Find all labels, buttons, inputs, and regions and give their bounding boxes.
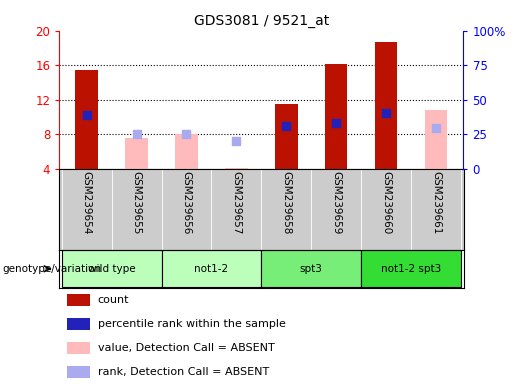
Text: spt3: spt3 [300,264,323,274]
Bar [175,134,198,169]
Point [82,111,91,118]
Point [232,138,241,144]
Text: percentile rank within the sample: percentile rank within the sample [98,319,285,329]
Bar [67,318,90,330]
Text: GSM239658: GSM239658 [281,171,291,235]
Text: GSM239654: GSM239654 [82,171,92,235]
Bar [67,366,90,378]
Point [432,125,440,131]
Bar [67,294,90,306]
Bar [275,104,298,169]
Title: GDS3081 / 9521_at: GDS3081 / 9521_at [194,14,329,28]
Text: GSM239659: GSM239659 [331,171,341,235]
Text: rank, Detection Call = ABSENT: rank, Detection Call = ABSENT [98,367,269,377]
Text: GSM239657: GSM239657 [231,171,242,235]
Point [132,131,141,137]
Bar [67,342,90,354]
Bar [75,70,98,169]
Text: genotype/variation: genotype/variation [3,264,101,274]
Text: GSM239660: GSM239660 [381,171,391,235]
Point [182,131,191,137]
Text: value, Detection Call = ABSENT: value, Detection Call = ABSENT [98,343,274,353]
Text: GSM239655: GSM239655 [132,171,142,235]
Bar [62,250,162,287]
Point [332,120,340,126]
Bar [361,250,461,287]
Text: GSM239661: GSM239661 [431,171,441,235]
Point [282,123,290,129]
Text: count: count [98,295,129,305]
Bar [325,63,348,169]
Point [382,110,390,116]
Bar [425,110,448,169]
Text: not1-2: not1-2 [194,264,229,274]
Bar [225,168,248,169]
Bar [375,42,398,169]
Bar [162,250,261,287]
Text: not1-2 spt3: not1-2 spt3 [381,264,441,274]
Bar [261,250,361,287]
Text: wild type: wild type [88,264,135,274]
Text: GSM239656: GSM239656 [181,171,192,235]
Bar [125,138,148,169]
